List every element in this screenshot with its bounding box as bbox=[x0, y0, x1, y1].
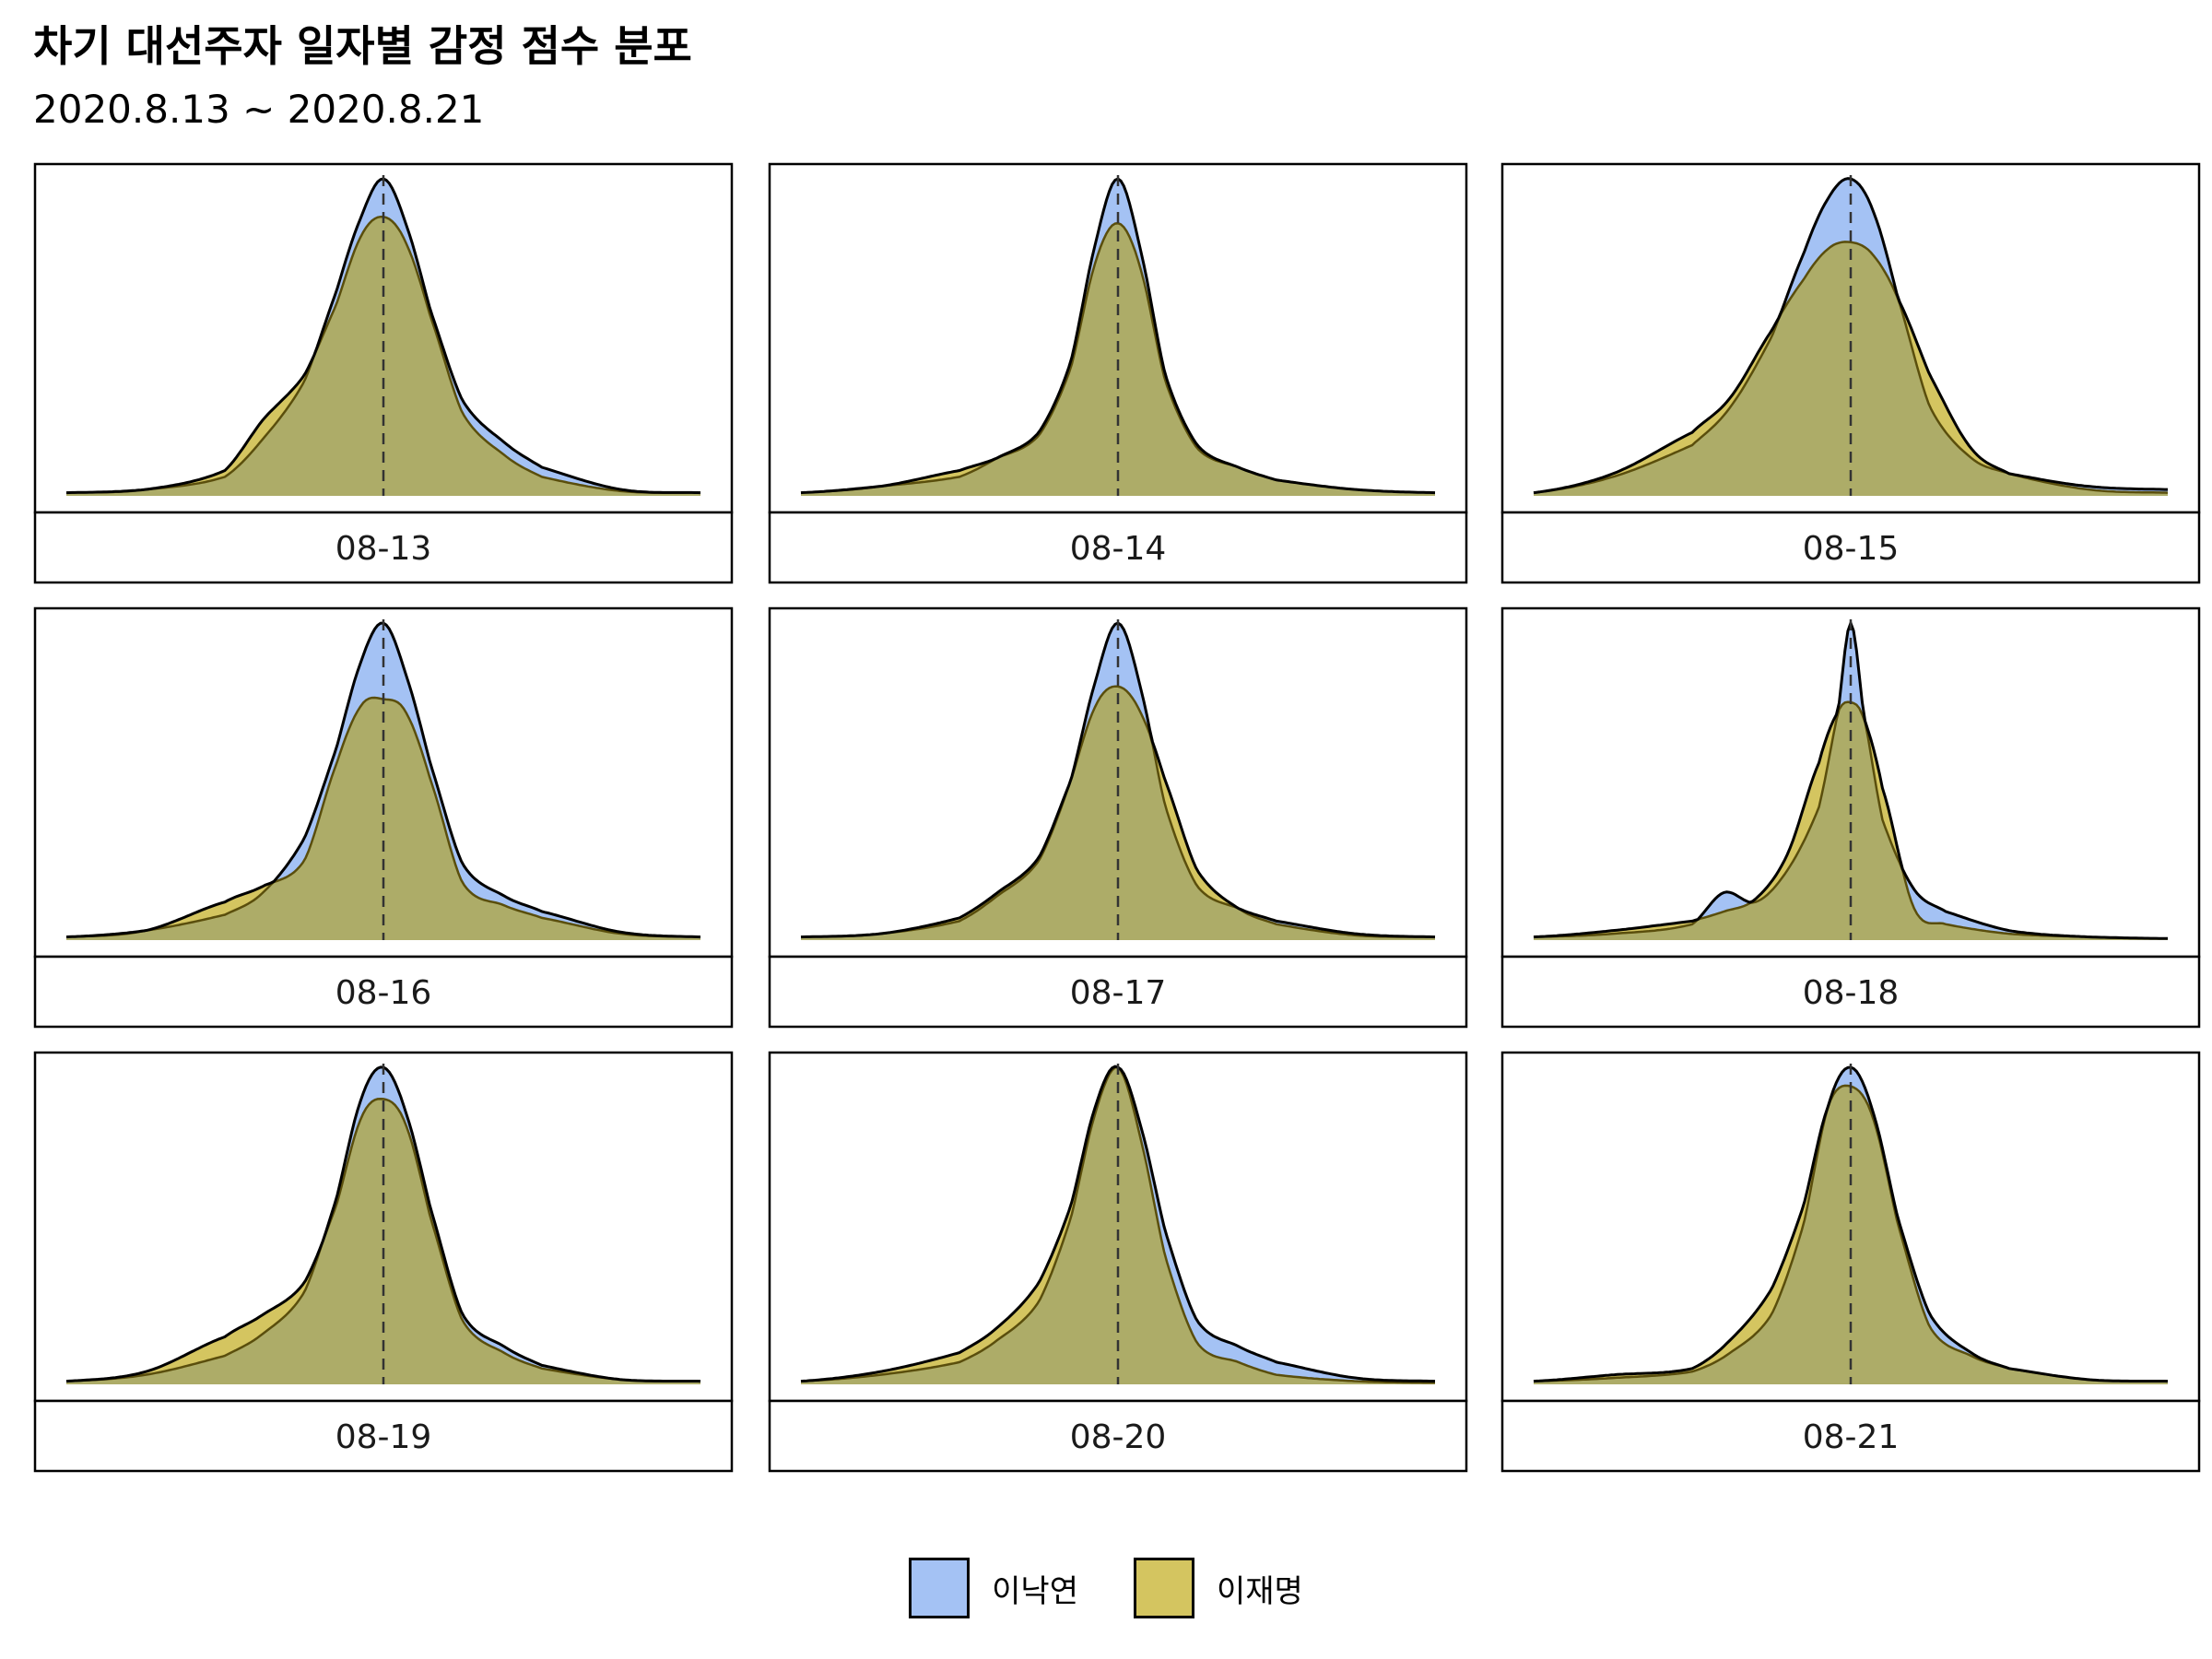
legend-item-lee-nakyon: 이낙연 bbox=[909, 1558, 1078, 1618]
panel-08-21: 08-21 bbox=[1500, 1051, 2201, 1473]
strip-label: 08-19 bbox=[335, 1418, 432, 1456]
density-overlap bbox=[66, 1099, 700, 1384]
strip-frame bbox=[1500, 511, 2201, 584]
panel-08-19: 08-19 bbox=[33, 1051, 734, 1473]
strip-frame bbox=[33, 1399, 734, 1473]
legend-label-lee-nakyon: 이낙연 bbox=[992, 1572, 1078, 1610]
legend-key-lee-nakyon bbox=[909, 1558, 971, 1618]
density-overlap bbox=[1534, 701, 2168, 940]
strip-frame bbox=[1500, 1399, 2201, 1473]
strip-label: 08-14 bbox=[1070, 530, 1167, 568]
chart-subtitle: 2020.8.13 ~ 2020.8.21 bbox=[33, 87, 485, 132]
panel-08-18: 08-18 bbox=[1500, 606, 2201, 1029]
legend-item-lee-jaemyung: 이재명 bbox=[1134, 1558, 1303, 1618]
density-overlap bbox=[66, 698, 700, 940]
strip-label: 08-20 bbox=[1070, 1418, 1167, 1456]
density-inner-outline bbox=[1533, 241, 2169, 494]
panel-08-15: 08-15 bbox=[1500, 162, 2201, 584]
strip-label: 08-18 bbox=[1803, 974, 1900, 1012]
strip-frame bbox=[33, 955, 734, 1029]
panel-08-13: 08-13 bbox=[33, 162, 734, 584]
chart-title: 차기 대선주자 일자별 감정 점수 분포 bbox=[33, 21, 692, 71]
density-overlap bbox=[801, 1067, 1435, 1384]
strip-label: 08-13 bbox=[335, 530, 432, 568]
legend-label-lee-jaemyung: 이재명 bbox=[1217, 1572, 1303, 1610]
panel-08-20: 08-20 bbox=[768, 1051, 1468, 1473]
strip-frame bbox=[33, 511, 734, 584]
strip-label: 08-15 bbox=[1803, 530, 1900, 568]
legend: 이낙연 이재명 bbox=[0, 1558, 2212, 1618]
density-overlap bbox=[66, 217, 700, 496]
legend-key-lee-jaemyung bbox=[1134, 1558, 1194, 1618]
strip-label: 08-21 bbox=[1803, 1418, 1900, 1456]
strip-label: 08-16 bbox=[335, 974, 432, 1012]
strip-frame bbox=[768, 511, 1468, 584]
strip-frame bbox=[768, 1399, 1468, 1473]
strip-label: 08-17 bbox=[1070, 974, 1167, 1012]
panel-08-16: 08-16 bbox=[33, 606, 734, 1029]
panel-08-17: 08-17 bbox=[768, 606, 1468, 1029]
strip-frame bbox=[768, 955, 1468, 1029]
facet-plots: 08-13 08-14 08-15 08-16 08-17 08-18 08-19 08-20… bbox=[33, 162, 2201, 1473]
strip-frame bbox=[1500, 955, 2201, 1029]
panel-08-14: 08-14 bbox=[768, 162, 1468, 584]
